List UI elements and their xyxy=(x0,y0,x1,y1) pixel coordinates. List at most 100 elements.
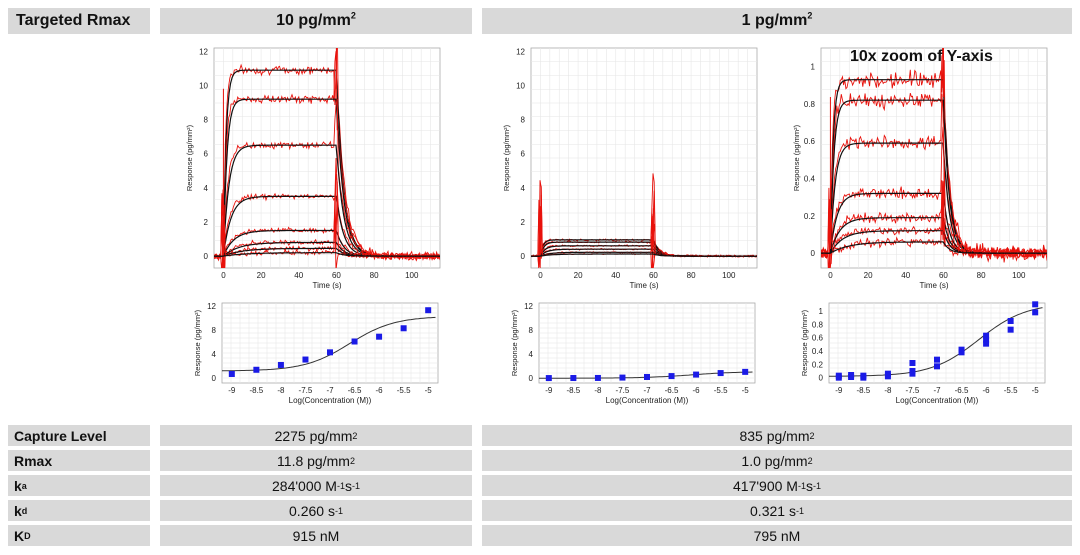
x-axis-label: Log(Concentration (M)) xyxy=(289,396,372,405)
y-tick-label: 0.4 xyxy=(804,175,816,184)
data-point xyxy=(884,370,891,377)
data-point xyxy=(742,368,749,375)
y-tick-label: 4 xyxy=(204,184,209,193)
x-axis-label: Log(Concentration (M)) xyxy=(606,396,689,405)
x-tick-label: -6 xyxy=(376,386,384,395)
x-tick-label: -8 xyxy=(277,386,285,395)
y-axis-label: Response (pg/mm²) xyxy=(193,309,202,376)
x-tick-label: -7 xyxy=(326,386,334,395)
x-tick-label: 60 xyxy=(649,271,658,280)
data-point xyxy=(983,340,990,347)
data-point xyxy=(327,349,333,356)
x-tick-label: -9 xyxy=(835,386,843,395)
data-point xyxy=(668,373,675,380)
data-point xyxy=(848,372,855,378)
x-tick-label: -8.5 xyxy=(249,386,263,395)
x-tick-label: 60 xyxy=(939,271,948,280)
data-point xyxy=(835,372,842,379)
y-tick-label: 0.8 xyxy=(804,100,816,109)
x-tick-label: -6 xyxy=(983,386,991,395)
table-cell-c1: 284'000 M -1 s -1 xyxy=(160,475,472,496)
x-tick-label: 0 xyxy=(828,271,833,280)
data-point xyxy=(594,374,601,381)
x-tick-label: -7 xyxy=(643,386,651,395)
y-tick-label: 8 xyxy=(204,116,209,125)
x-tick-label: 40 xyxy=(611,271,620,280)
x-tick-label: -8.5 xyxy=(566,386,580,395)
x-tick-label: -5 xyxy=(425,386,433,395)
x-tick-label: -5 xyxy=(1032,386,1040,395)
x-axis-label: Time (s) xyxy=(312,281,341,290)
sensorgram-10pg-chart: 0 2 4 6 8 10 12 0 20 40 60 80 100 Time (s) Response (p… xyxy=(185,47,441,290)
grid xyxy=(222,303,438,383)
table-cell-c2: 1.0 pg/mm 2 xyxy=(482,450,1072,471)
x-tick-label: 80 xyxy=(977,271,986,280)
affinity-1pg-zoom-chart: 0 0.2 0.4 0.6 0.8 1 -9 -8.5 -8 -7.5 -7 -6.5 -6 -5.5 -5… xyxy=(800,301,1046,405)
data-point xyxy=(1007,326,1014,333)
row-label-targeted-rmax: Targeted Rmax xyxy=(8,8,150,34)
x-axis-label: Time (s) xyxy=(919,281,948,290)
y-tick-label: 10 xyxy=(199,82,208,91)
x-tick-label: 20 xyxy=(864,271,873,280)
affinity-1pg-chart: 0 4 8 12 -9 -8.5 -8 -7.5 -7 -6.5 -6 -5.5 -5 Log(Conce… xyxy=(510,302,756,405)
grid xyxy=(531,48,757,268)
y-axis-label: Response (pg/mm²) xyxy=(800,309,809,376)
table-cell-c1: 2275 pg/mm 2 xyxy=(160,425,472,446)
data-point xyxy=(619,374,626,381)
table-cell-c1: 0.260 s -1 xyxy=(160,500,472,521)
x-tick-label: 60 xyxy=(332,271,341,280)
sensorgram-1pg-chart: 0 2 4 6 8 10 12 0 20 40 60 80 100 Time (s) Response (p… xyxy=(502,47,758,290)
traces xyxy=(214,48,440,268)
table-cell-c1: 915 nM xyxy=(160,525,472,546)
y-tick-label: 0 xyxy=(529,374,534,383)
y-tick-label: 12 xyxy=(199,47,208,56)
y-tick-label: 8 xyxy=(212,326,217,335)
fit-curve xyxy=(531,253,757,257)
x-tick-label: -7 xyxy=(933,386,941,395)
y-tick-label: 0 xyxy=(819,374,824,383)
y-tick-label: 8 xyxy=(521,116,526,125)
x-tick-label: -5.5 xyxy=(1004,386,1018,395)
traces xyxy=(531,173,757,268)
y-tick-label: 1 xyxy=(819,307,824,316)
column-header-10pg-text: 10 pg/mm2 xyxy=(276,10,356,29)
table-row-label: Capture Level xyxy=(8,425,150,446)
y-tick-label: 10 xyxy=(516,82,525,91)
table-cell-c2: 0.321 s -1 xyxy=(482,500,1072,521)
data-point xyxy=(302,356,309,363)
y-tick-label: 12 xyxy=(207,302,216,311)
y-axis-label: Response (pg/mm²) xyxy=(510,309,519,376)
y-tick-label: 6 xyxy=(521,150,526,159)
data-point xyxy=(376,333,383,340)
data-point xyxy=(934,363,940,370)
y-tick-label: 8 xyxy=(529,326,534,335)
data-point xyxy=(425,307,432,314)
column-header-10pg: 10 pg/mm2 xyxy=(160,8,472,34)
table-row-label: Rmax xyxy=(8,450,150,471)
x-tick-label: 20 xyxy=(574,271,583,280)
data-trace xyxy=(214,194,440,268)
x-tick-label: -5 xyxy=(742,386,750,395)
y-tick-label: 0 xyxy=(521,252,526,261)
y-tick-label: 0.4 xyxy=(812,347,824,356)
x-tick-label: 100 xyxy=(722,271,736,280)
data-point xyxy=(934,356,940,363)
y-tick-label: 1 xyxy=(811,63,816,72)
data-point xyxy=(717,370,724,377)
x-tick-label: 40 xyxy=(294,271,303,280)
x-tick-label: -7.5 xyxy=(906,386,920,395)
y-tick-label: 4 xyxy=(212,350,217,359)
data-point xyxy=(570,375,577,382)
y-tick-label: 4 xyxy=(529,350,534,359)
affinity-10pg-chart: 0 4 8 12 -9 -8.5 -8 -7.5 -7 -6.5 -6 -5.5 -5 Log(Conce… xyxy=(193,302,439,405)
table-cell-c2: 795 nM xyxy=(482,525,1072,546)
x-tick-label: -5.5 xyxy=(397,386,411,395)
grid xyxy=(821,48,1047,268)
table-cell-c1: 11.8 pg/mm 2 xyxy=(160,450,472,471)
data-point xyxy=(228,370,235,377)
data-point xyxy=(1007,318,1014,324)
data-point xyxy=(693,371,700,378)
data-trace xyxy=(821,180,1047,259)
